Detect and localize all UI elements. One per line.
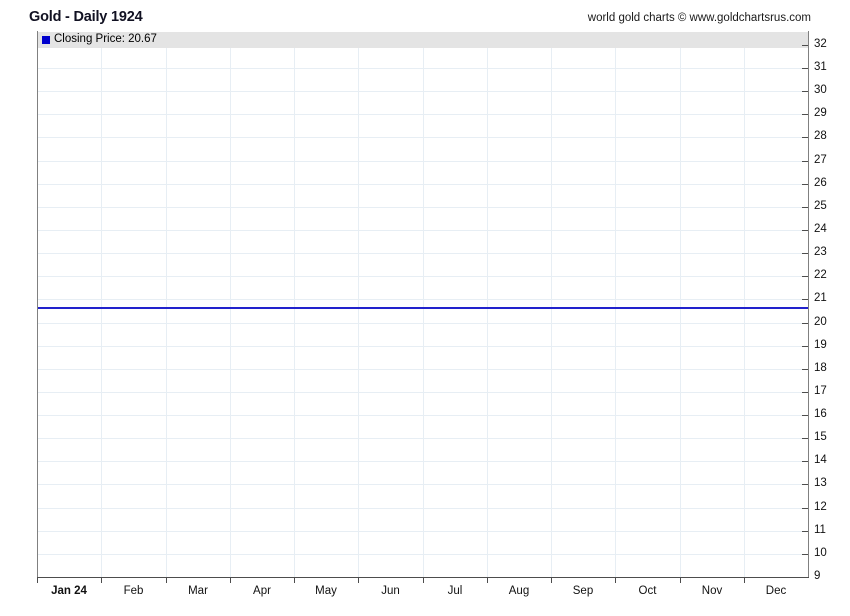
- y-axis-tick: [802, 461, 808, 462]
- x-axis-tick: [551, 578, 552, 583]
- y-axis-tick: [802, 484, 808, 485]
- y-axis-tick-label: 9: [814, 570, 821, 582]
- y-axis-tick: [802, 346, 808, 347]
- x-axis-tick: [358, 578, 359, 583]
- x-axis-tick: [615, 578, 616, 583]
- y-axis-tick-label: 19: [814, 339, 827, 351]
- y-axis-tick-label: 25: [814, 200, 827, 212]
- y-axis-tick-label: 16: [814, 408, 827, 420]
- y-axis-tick-label: 30: [814, 84, 827, 96]
- y-axis-tick-label: 28: [814, 130, 827, 142]
- x-axis-tick-label: Aug: [508, 585, 530, 597]
- y-axis-tick: [802, 531, 808, 532]
- x-axis-tick: [101, 578, 102, 583]
- gridline-vertical: [551, 32, 552, 577]
- x-axis-line: [37, 577, 809, 578]
- y-axis-tick: [802, 508, 808, 509]
- gridline-vertical: [423, 32, 424, 577]
- y-axis-tick: [802, 554, 808, 555]
- y-axis-tick: [802, 577, 808, 578]
- plot-area: [37, 31, 808, 577]
- y-axis-right-line: [808, 31, 809, 578]
- y-axis-tick: [802, 91, 808, 92]
- x-axis-tick: [230, 578, 231, 583]
- x-axis-tick: [166, 578, 167, 583]
- y-axis-tick-label: 17: [814, 385, 827, 397]
- legend-color-swatch-icon: [42, 35, 50, 44]
- gridline-vertical: [680, 32, 681, 577]
- x-axis-tick-label: Feb: [123, 585, 144, 597]
- y-axis-tick: [802, 415, 808, 416]
- x-axis-tick-label: May: [315, 585, 337, 597]
- series-line-closing-price: [38, 307, 808, 309]
- y-axis-tick-label: 18: [814, 362, 827, 374]
- x-axis-tick: [37, 578, 38, 583]
- y-axis-tick-label: 23: [814, 246, 827, 258]
- y-axis-tick: [802, 184, 808, 185]
- x-axis-tick-label: Jul: [447, 585, 463, 597]
- y-axis-tick-label: 14: [814, 454, 827, 466]
- legend-item-closing-price[interactable]: Closing Price: 20.67: [42, 33, 157, 46]
- y-axis-tick-label: 22: [814, 269, 827, 281]
- y-axis-tick-label: 11: [814, 524, 826, 536]
- x-axis-tick: [294, 578, 295, 583]
- y-axis-tick: [802, 299, 808, 300]
- y-axis-tick-label: 12: [814, 501, 827, 513]
- y-axis-tick-label: 13: [814, 477, 827, 489]
- y-axis-tick-label: 21: [814, 292, 827, 304]
- chart-title: Gold - Daily 1924: [29, 9, 143, 25]
- x-axis-tick-label: Sep: [572, 585, 594, 597]
- gridline-vertical: [487, 32, 488, 577]
- y-axis-tick-label: 26: [814, 177, 827, 189]
- y-axis-tick: [802, 369, 808, 370]
- y-axis-tick-label: 29: [814, 107, 827, 119]
- chart-credit-text: world gold charts © www.goldchartsrus.co…: [587, 12, 811, 24]
- y-axis-tick: [802, 230, 808, 231]
- y-axis-tick: [802, 137, 808, 138]
- y-axis-tick: [802, 114, 808, 115]
- y-axis-tick-label: 27: [814, 154, 827, 166]
- y-axis-tick-label: 20: [814, 316, 827, 328]
- y-axis-tick: [802, 68, 808, 69]
- y-axis-tick: [802, 438, 808, 439]
- gridline-vertical: [166, 32, 167, 577]
- y-axis-tick-label: 10: [814, 547, 827, 559]
- gridline-vertical: [358, 32, 359, 577]
- y-axis-tick: [802, 253, 808, 254]
- y-axis-left-line: [37, 31, 38, 578]
- y-axis-tick: [802, 392, 808, 393]
- y-axis-tick-label: 15: [814, 431, 827, 443]
- x-axis-tick-label: Nov: [701, 585, 723, 597]
- x-axis-tick: [423, 578, 424, 583]
- legend[interactable]: Closing Price: 20.67: [38, 32, 808, 48]
- y-axis-tick: [802, 207, 808, 208]
- x-axis-tick-label: Mar: [188, 585, 208, 597]
- x-axis-tick-label: Dec: [765, 585, 787, 597]
- y-axis-tick: [802, 45, 808, 46]
- y-axis-tick-label: 32: [814, 38, 827, 50]
- x-axis-tick-label: Jun: [381, 585, 400, 597]
- gridline-vertical: [744, 32, 745, 577]
- y-axis-tick: [802, 323, 808, 324]
- legend-item-label: Closing Price: 20.67: [54, 33, 157, 45]
- gridline-vertical: [101, 32, 102, 577]
- y-axis-tick-label: 24: [814, 223, 827, 235]
- x-axis-tick: [680, 578, 681, 583]
- gridline-vertical: [615, 32, 616, 577]
- x-axis-tick: [744, 578, 745, 583]
- y-axis-tick: [802, 276, 808, 277]
- x-axis-tick-label: Apr: [253, 585, 271, 597]
- x-axis-tick-label: Oct: [638, 585, 657, 597]
- x-axis-tick: [487, 578, 488, 583]
- gridline-vertical: [294, 32, 295, 577]
- gridline-vertical: [230, 32, 231, 577]
- y-axis-tick-label: 31: [814, 61, 827, 73]
- x-axis-tick-label: Jan 24: [51, 585, 87, 597]
- y-axis-tick: [802, 161, 808, 162]
